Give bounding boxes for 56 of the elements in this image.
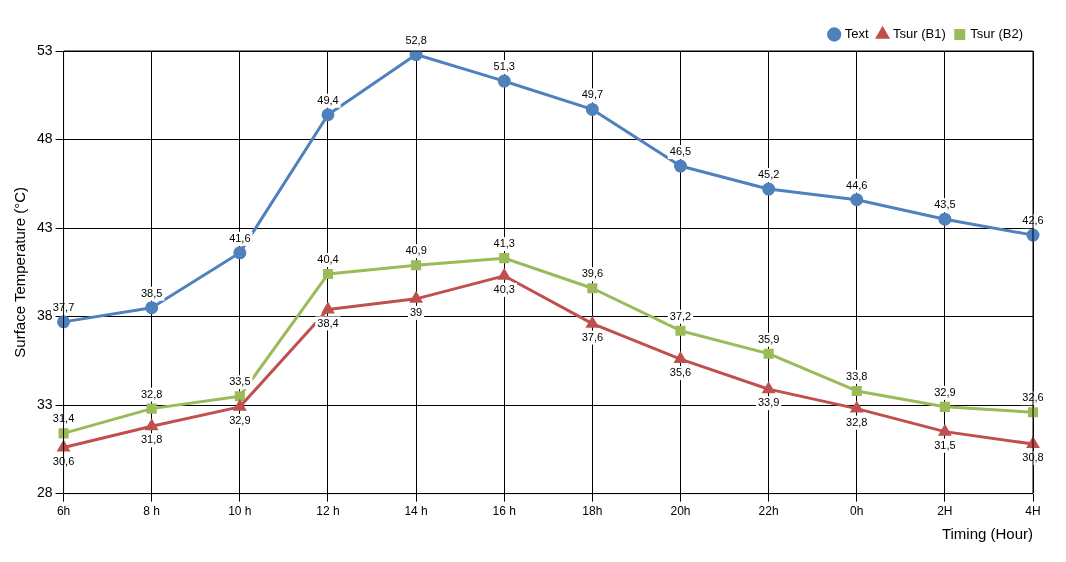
data-label: 41,3 — [493, 237, 515, 250]
y-tick-label: 43 — [36, 218, 53, 235]
x-tick-label: 20h — [670, 504, 691, 519]
x-tick-label: 0h — [850, 504, 864, 519]
data-label: 31,8 — [140, 433, 163, 446]
data-label: 43,5 — [934, 198, 956, 211]
data-label: 51,3 — [493, 60, 515, 73]
x-tick-label: 18h — [582, 504, 603, 519]
data-label: 35,6 — [669, 366, 692, 379]
data-label: 37,2 — [669, 309, 692, 322]
x-tick-label: 22h — [758, 504, 779, 519]
x-tick-label: 2H — [937, 504, 953, 519]
data-label: 38,4 — [317, 316, 339, 329]
data-label: 52,8 — [405, 33, 427, 46]
data-label: 42,6 — [1022, 214, 1044, 227]
data-label: 33,9 — [757, 396, 780, 409]
x-tick-label: 6h — [56, 504, 71, 519]
data-label: 33,5 — [229, 375, 251, 388]
x-tick-label: 16 h — [492, 504, 516, 519]
data-label: 40,9 — [405, 244, 427, 257]
y-tick-label: 38 — [36, 307, 53, 324]
data-label: 39 — [409, 305, 423, 318]
data-label: 32,9 — [229, 413, 251, 426]
data-label: 31,5 — [934, 438, 956, 451]
data-label: 40,3 — [493, 282, 515, 295]
x-tick-label: 14 h — [404, 504, 428, 519]
legend-label: Tsur (B2) — [970, 26, 1023, 42]
data-label: 49,4 — [317, 93, 339, 106]
data-label: 37,6 — [581, 330, 604, 343]
legend-label: Tsur (B1) — [893, 26, 946, 42]
data-label: 32,8 — [846, 415, 868, 428]
x-tick-label: 10 h — [228, 504, 252, 519]
y-tick-label: 33 — [36, 395, 53, 412]
data-label: 39,6 — [581, 267, 604, 280]
data-label: 33,8 — [846, 369, 868, 382]
y-tick-label: 48 — [36, 130, 53, 147]
y-tick-label: 28 — [36, 484, 53, 501]
data-label: 49,7 — [581, 88, 604, 101]
data-label: 32,6 — [1022, 391, 1044, 404]
data-label: 30,8 — [1022, 451, 1044, 464]
x-tick-label: 12 h — [316, 504, 340, 519]
data-label: 44,6 — [846, 178, 868, 191]
data-label: 41,6 — [229, 231, 251, 244]
y-axis-title: Surface Temperature (°C) — [11, 186, 29, 358]
data-label: 35,9 — [757, 332, 780, 345]
data-label: 40,4 — [317, 253, 339, 266]
data-label: 46,5 — [669, 145, 692, 158]
legend-label: Text — [844, 26, 869, 42]
x-tick-label: 4H — [1025, 504, 1041, 519]
data-label: 32,9 — [934, 385, 956, 398]
data-label: 38,5 — [140, 286, 163, 299]
y-tick-label: 53 — [36, 41, 53, 58]
data-label: 32,8 — [140, 387, 163, 400]
x-tick-label: 8 h — [143, 504, 161, 519]
data-label: 45,2 — [757, 168, 780, 181]
x-axis-title: Timing (Hour) — [941, 525, 1033, 543]
